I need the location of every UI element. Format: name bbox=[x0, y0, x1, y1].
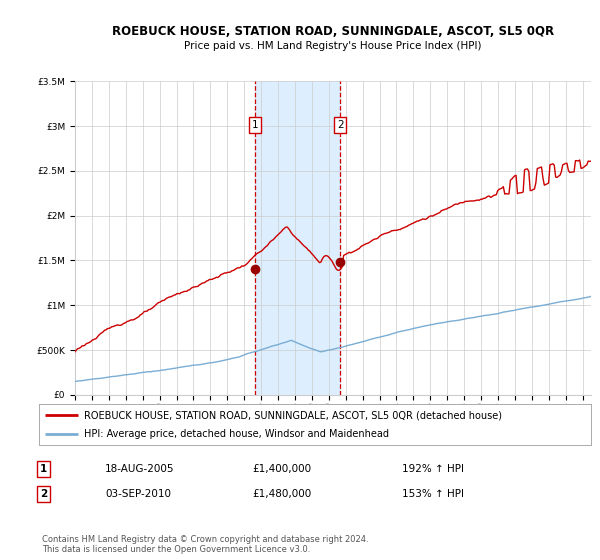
Text: ROEBUCK HOUSE, STATION ROAD, SUNNINGDALE, ASCOT, SL5 0QR (detached house): ROEBUCK HOUSE, STATION ROAD, SUNNINGDALE… bbox=[84, 410, 502, 421]
Text: 1: 1 bbox=[251, 120, 258, 130]
Text: Contains HM Land Registry data © Crown copyright and database right 2024.
This d: Contains HM Land Registry data © Crown c… bbox=[42, 535, 368, 554]
Text: £1,480,000: £1,480,000 bbox=[252, 489, 311, 499]
Text: 153% ↑ HPI: 153% ↑ HPI bbox=[402, 489, 464, 499]
Bar bbox=[255, 81, 340, 395]
Text: 1: 1 bbox=[40, 464, 47, 474]
Text: £1,400,000: £1,400,000 bbox=[252, 464, 311, 474]
Text: 2: 2 bbox=[40, 489, 47, 499]
Text: ROEBUCK HOUSE, STATION ROAD, SUNNINGDALE, ASCOT, SL5 0QR: ROEBUCK HOUSE, STATION ROAD, SUNNINGDALE… bbox=[112, 25, 554, 39]
Text: HPI: Average price, detached house, Windsor and Maidenhead: HPI: Average price, detached house, Wind… bbox=[84, 429, 389, 439]
Text: 18-AUG-2005: 18-AUG-2005 bbox=[105, 464, 175, 474]
Text: Price paid vs. HM Land Registry's House Price Index (HPI): Price paid vs. HM Land Registry's House … bbox=[184, 41, 482, 51]
Text: 2: 2 bbox=[337, 120, 343, 130]
Text: 192% ↑ HPI: 192% ↑ HPI bbox=[402, 464, 464, 474]
Text: 03-SEP-2010: 03-SEP-2010 bbox=[105, 489, 171, 499]
